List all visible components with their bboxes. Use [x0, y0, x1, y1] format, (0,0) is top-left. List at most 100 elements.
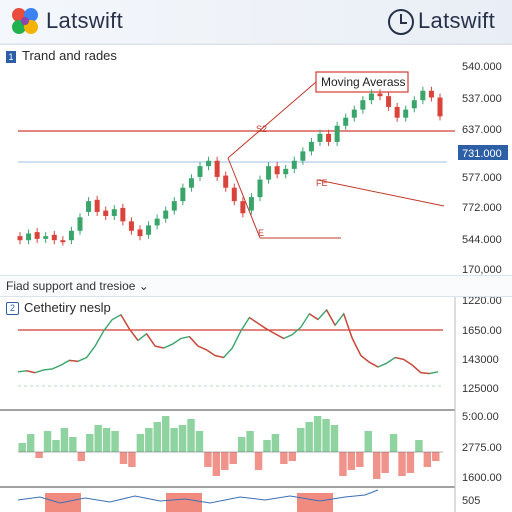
- annotation-small-3: E: [258, 228, 264, 238]
- histogram-bar: [432, 452, 440, 461]
- histogram-bar: [246, 431, 254, 452]
- histogram-bar: [35, 452, 43, 458]
- y-tick-label: 505: [462, 495, 480, 507]
- brand-left-text: Latswift: [46, 8, 123, 33]
- histogram-bar: [364, 431, 372, 452]
- support-resistance-dropdown[interactable]: Fiad support and tresioe ⌄: [0, 275, 512, 297]
- histogram-bar: [280, 452, 288, 464]
- price-tag-bg: [458, 145, 508, 160]
- candle-down: [223, 175, 229, 188]
- histogram-bar: [43, 431, 52, 452]
- trend-line-lower: [227, 157, 261, 239]
- histogram-bar: [313, 416, 322, 452]
- y-tick-label: 125000: [462, 383, 499, 395]
- candle-up: [163, 210, 169, 219]
- candle-up: [68, 230, 74, 241]
- histogram-bar: [102, 428, 111, 452]
- candle-down: [274, 166, 280, 175]
- candle-up: [334, 125, 340, 142]
- candle-up: [180, 187, 186, 202]
- histogram-bar: [423, 452, 432, 467]
- candle-down: [103, 210, 109, 216]
- candle-up: [77, 217, 83, 231]
- oscillator-line-overbought: [26, 309, 430, 375]
- histogram-bar: [60, 428, 69, 452]
- candle-up: [300, 151, 306, 161]
- histogram-bar: [381, 452, 389, 473]
- histogram-bar: [153, 422, 161, 452]
- dropdown-selected[interactable]: Fiad support and tresioe ⌄: [6, 279, 149, 293]
- candle-up: [171, 201, 177, 211]
- candle-up: [343, 117, 349, 126]
- histogram-bar: [187, 419, 195, 452]
- brand-right[interactable]: Latswift: [388, 6, 506, 36]
- candle-up: [86, 201, 92, 212]
- candle-down: [428, 90, 434, 98]
- annotation-small-2: FE: [316, 178, 328, 188]
- histogram-bar: [86, 434, 94, 452]
- pinwheel-logo-icon: [12, 8, 38, 34]
- candle-up: [26, 233, 32, 241]
- histogram-bar: [372, 452, 381, 479]
- candle-down: [326, 133, 332, 142]
- y-tick-label: 2775.00: [462, 442, 502, 454]
- dropdown-label: Fiad support and tresioe: [6, 279, 136, 293]
- y-tick-label: 1220.00: [462, 295, 502, 307]
- histogram-bar: [195, 431, 204, 452]
- histogram-bar: [212, 452, 221, 476]
- histogram-bar: [288, 452, 297, 461]
- annotation-moving-average[interactable]: Moving Averass: [315, 71, 409, 93]
- histogram-series: [18, 416, 440, 479]
- candle-up: [283, 168, 289, 175]
- candle-up: [420, 90, 426, 101]
- panel-title-trend: 1 Trand and rades: [6, 48, 117, 63]
- histogram-bar: [297, 428, 305, 452]
- bottom-zone-3: [297, 493, 333, 512]
- candle-up: [154, 218, 160, 226]
- panel2-title-text: Cethetiry neslp: [24, 300, 111, 315]
- histogram-bar: [322, 419, 330, 452]
- candle-down: [137, 229, 143, 237]
- y-tick-label: 577.000: [462, 172, 502, 184]
- histogram-bar: [406, 452, 415, 473]
- candlestick-series: [17, 86, 443, 246]
- histogram-bar: [170, 428, 178, 452]
- histogram-bar: [305, 422, 313, 452]
- y-tick-label: 143000: [462, 354, 499, 366]
- candle-up: [188, 178, 194, 188]
- histogram-bar: [136, 434, 145, 452]
- candle-up: [368, 93, 374, 101]
- candle-down: [128, 221, 134, 231]
- histogram-bar: [237, 437, 246, 452]
- histogram-bar: [94, 425, 102, 452]
- candle-down: [120, 207, 126, 222]
- bottom-zone-2: [166, 493, 202, 512]
- histogram-bar: [339, 452, 347, 476]
- candle-up: [266, 166, 272, 180]
- histogram-bar: [178, 425, 187, 452]
- histogram-bar: [415, 440, 423, 452]
- y-tick-label: 1600.00: [462, 472, 502, 484]
- y-tick-label: 637.000: [462, 124, 502, 136]
- brand-right-text: Latswift: [418, 8, 495, 33]
- histogram-bar: [254, 452, 263, 470]
- panel1-y-axis: 540.000 537.000 637.000 577.000 772.000 …: [462, 61, 502, 276]
- candle-down: [17, 236, 23, 241]
- histogram-bar: [263, 440, 271, 452]
- candle-down: [94, 199, 100, 212]
- y-tick-label: 540.000: [462, 61, 502, 73]
- app-header: Latswift Latswift: [0, 0, 512, 45]
- candle-down: [437, 97, 443, 117]
- candle-up: [360, 100, 366, 110]
- candle-down: [60, 240, 66, 243]
- candle-down: [377, 93, 383, 97]
- histogram-bar: [128, 452, 136, 467]
- histogram-bar: [204, 452, 212, 467]
- y-tick-label: 537.000: [462, 93, 502, 105]
- histogram-bar: [221, 452, 229, 470]
- histogram-bar: [119, 452, 128, 464]
- candle-up: [257, 179, 263, 198]
- panel-title-oscillator: 2 Cethetiry neslp: [6, 300, 111, 316]
- panel1-title-text: Trand and rades: [22, 48, 117, 63]
- candle-up: [317, 133, 323, 142]
